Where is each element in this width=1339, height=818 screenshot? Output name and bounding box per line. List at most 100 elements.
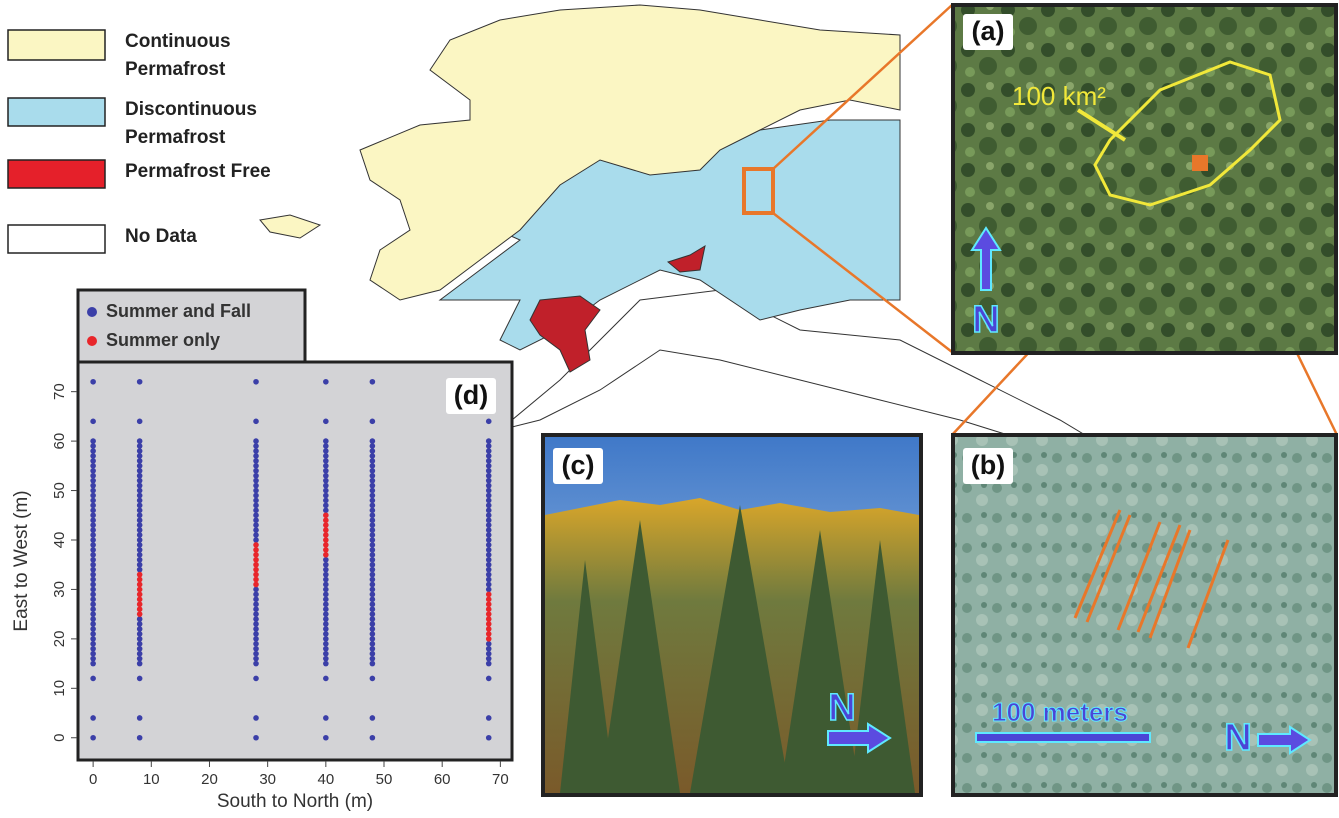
point [253, 582, 259, 588]
y-tick-label: 30 [51, 581, 68, 598]
point [253, 641, 259, 647]
point [253, 597, 259, 603]
point [370, 537, 376, 543]
point [253, 453, 259, 459]
point [90, 656, 96, 662]
point [253, 661, 259, 667]
point [253, 379, 259, 385]
point [370, 592, 376, 598]
point [486, 537, 492, 543]
point [137, 473, 143, 479]
point [137, 562, 143, 568]
point [370, 606, 376, 612]
point [323, 577, 329, 583]
point [137, 512, 143, 518]
point [323, 631, 329, 637]
point [486, 419, 492, 425]
point [486, 626, 492, 632]
point [137, 453, 143, 459]
point [253, 443, 259, 449]
point [90, 488, 96, 494]
legend-label: Summer only [106, 330, 220, 350]
point [137, 616, 143, 622]
point [137, 651, 143, 657]
legend-label: Summer and Fall [106, 301, 251, 321]
x-tick-label: 20 [201, 771, 218, 788]
point [370, 735, 376, 741]
legend-marker [87, 336, 97, 346]
point [253, 419, 259, 425]
point [370, 552, 376, 558]
point [90, 458, 96, 464]
point [90, 448, 96, 454]
point [90, 641, 96, 647]
point [486, 473, 492, 479]
point [253, 651, 259, 657]
point [370, 636, 376, 642]
point [253, 621, 259, 627]
point [486, 527, 492, 533]
x-tick-label: 60 [434, 771, 451, 788]
point [90, 498, 96, 504]
point [370, 468, 376, 474]
point [137, 621, 143, 627]
point [253, 636, 259, 642]
point [323, 646, 329, 652]
y-axis-label: East to West (m) [11, 490, 32, 631]
point [370, 582, 376, 588]
point [486, 488, 492, 494]
point [90, 592, 96, 598]
point [90, 379, 96, 385]
point [253, 438, 259, 444]
point [486, 438, 492, 444]
point [323, 498, 329, 504]
point [323, 735, 329, 741]
point [137, 715, 143, 721]
point [90, 453, 96, 459]
point [137, 656, 143, 662]
y-tick-label: 40 [51, 532, 68, 549]
point [137, 601, 143, 607]
x-axis-label: South to North (m) [217, 791, 373, 812]
point [253, 592, 259, 598]
legend-label: Continuous Permafrost [125, 28, 275, 84]
point [370, 473, 376, 479]
point [253, 537, 259, 543]
area-label: 100 km² [1012, 81, 1106, 111]
point [90, 517, 96, 523]
point [137, 547, 143, 553]
point [370, 715, 376, 721]
point [253, 552, 259, 558]
point [137, 572, 143, 578]
point [323, 656, 329, 662]
point [253, 577, 259, 583]
point [323, 611, 329, 617]
point [253, 626, 259, 632]
point [253, 527, 259, 533]
point [370, 483, 376, 489]
point [137, 631, 143, 637]
legend-swatch [8, 225, 105, 253]
point [90, 443, 96, 449]
point [486, 542, 492, 548]
point [137, 517, 143, 523]
figure: (a) 100 km² N (b) 100 meters N (c) N 010… [0, 0, 1339, 818]
point [90, 508, 96, 514]
point [486, 463, 492, 469]
point [370, 493, 376, 499]
point [90, 587, 96, 593]
point [137, 468, 143, 474]
point [486, 676, 492, 682]
point [137, 597, 143, 603]
point [370, 611, 376, 617]
point [323, 715, 329, 721]
point [323, 587, 329, 593]
point [370, 438, 376, 444]
point [137, 478, 143, 484]
point [253, 498, 259, 504]
point [323, 473, 329, 479]
point [253, 542, 259, 548]
point [486, 606, 492, 612]
point [253, 503, 259, 509]
point [486, 557, 492, 563]
